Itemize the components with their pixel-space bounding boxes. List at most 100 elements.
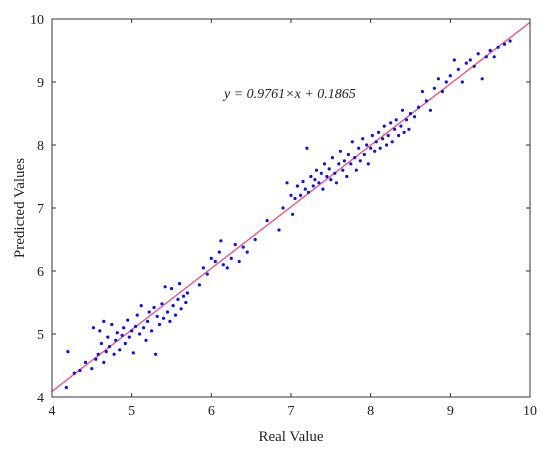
data-point xyxy=(508,39,512,43)
x-tick-label: 7 xyxy=(288,404,295,419)
data-point xyxy=(289,193,293,197)
data-point xyxy=(110,322,114,327)
data-point xyxy=(456,67,460,71)
data-point xyxy=(221,263,225,267)
data-point xyxy=(72,371,76,375)
data-point xyxy=(169,287,174,291)
data-point xyxy=(394,118,398,122)
data-point xyxy=(303,187,307,191)
data-point xyxy=(502,42,507,46)
data-point xyxy=(329,178,333,182)
data-point xyxy=(160,302,164,306)
data-point xyxy=(341,168,345,172)
y-tick-label: 10 xyxy=(30,13,44,28)
data-point xyxy=(354,168,358,172)
data-point xyxy=(464,61,468,65)
data-point xyxy=(390,140,394,144)
data-point xyxy=(460,80,464,84)
data-point xyxy=(120,333,124,337)
data-point xyxy=(424,99,428,103)
data-point xyxy=(369,146,373,150)
data-point xyxy=(219,239,223,243)
data-point xyxy=(179,307,183,311)
data-point xyxy=(135,313,139,317)
data-point xyxy=(480,77,484,81)
data-point xyxy=(291,212,295,216)
data-point xyxy=(185,291,189,295)
data-point xyxy=(404,118,409,122)
data-point xyxy=(306,190,311,194)
data-point xyxy=(229,256,233,260)
y-tick-label: 7 xyxy=(37,202,44,217)
data-point xyxy=(165,310,170,314)
data-point xyxy=(468,58,472,62)
data-point xyxy=(152,305,156,310)
data-point xyxy=(358,159,362,163)
x-axis-label: Real Value xyxy=(258,429,323,445)
x-tick-label: 5 xyxy=(128,404,135,419)
data-point xyxy=(225,266,229,270)
data-point xyxy=(146,319,150,323)
data-point xyxy=(381,137,385,141)
data-point xyxy=(365,143,369,147)
data-point xyxy=(386,133,390,138)
data-point xyxy=(66,350,70,354)
fit-equation: y = 0.9761×x + 0.1865 xyxy=(222,87,356,102)
data-point xyxy=(362,152,366,157)
data-point xyxy=(353,156,357,160)
data-point xyxy=(357,146,361,150)
data-point xyxy=(337,162,341,166)
data-point xyxy=(130,329,134,333)
data-point xyxy=(334,181,338,185)
x-tick-label: 6 xyxy=(208,404,215,419)
data-point xyxy=(150,329,154,333)
data-point xyxy=(432,86,436,90)
data-point xyxy=(90,367,94,371)
data-point xyxy=(91,326,95,330)
data-point xyxy=(385,143,389,147)
data-point xyxy=(317,181,321,185)
data-point xyxy=(281,206,285,210)
data-point xyxy=(319,171,323,175)
data-point xyxy=(305,146,309,150)
data-point xyxy=(213,259,217,264)
data-point xyxy=(64,385,68,390)
data-point xyxy=(311,184,315,188)
data-point xyxy=(154,352,158,356)
data-point xyxy=(397,133,401,138)
data-point xyxy=(382,124,386,128)
data-point xyxy=(496,45,500,49)
data-point xyxy=(492,55,496,59)
data-point xyxy=(233,242,237,247)
y-axis-label: Predicted Values xyxy=(12,158,28,258)
data-point xyxy=(131,351,135,355)
data-point xyxy=(448,74,452,78)
data-point xyxy=(322,162,327,166)
data-point xyxy=(420,89,424,94)
data-point xyxy=(428,108,432,112)
data-point xyxy=(138,332,142,336)
data-point xyxy=(163,285,167,289)
data-point xyxy=(102,360,106,364)
data-point xyxy=(139,304,143,308)
plot-frame xyxy=(51,18,531,398)
y-tick-label: 9 xyxy=(37,76,44,91)
data-point xyxy=(313,178,317,182)
data-point xyxy=(436,77,440,81)
data-point xyxy=(237,259,241,264)
data-point xyxy=(444,80,448,84)
data-point xyxy=(293,196,297,201)
data-point xyxy=(476,52,480,56)
data-point xyxy=(400,108,405,112)
data-point xyxy=(399,124,403,128)
data-point xyxy=(98,329,102,333)
data-point xyxy=(342,159,346,163)
data-point xyxy=(374,140,378,144)
y-tick-label: 6 xyxy=(37,265,44,280)
data-point xyxy=(452,58,456,62)
data-point xyxy=(144,338,148,342)
data-point xyxy=(99,341,103,346)
data-point xyxy=(142,326,146,330)
data-point xyxy=(408,111,413,116)
